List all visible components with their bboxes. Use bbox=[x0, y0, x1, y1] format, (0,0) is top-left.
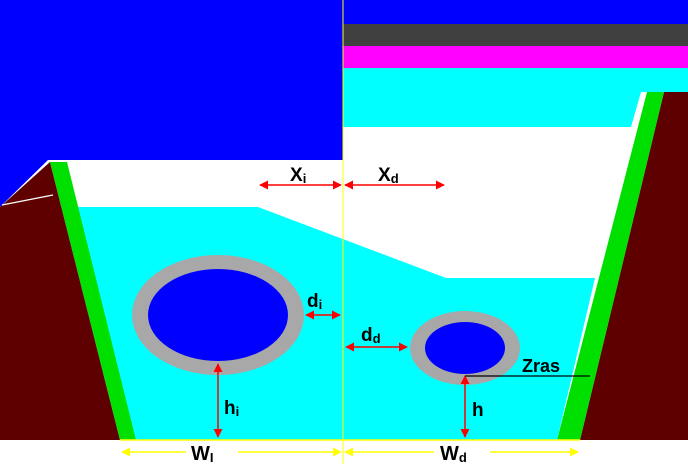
pipe-right-bore bbox=[425, 322, 505, 374]
pavement-top-layer bbox=[343, 0, 688, 24]
h-label: h bbox=[472, 400, 484, 421]
side-slope-right bbox=[557, 92, 664, 440]
wd-label-background bbox=[434, 441, 490, 463]
side-slope-left bbox=[50, 162, 136, 440]
existing-fill-left bbox=[0, 0, 343, 207]
pipe-left-bore bbox=[148, 269, 288, 361]
ground-left-contour bbox=[1, 194, 54, 206]
xd-label: Xd bbox=[378, 165, 399, 186]
pavement-base-layer bbox=[343, 46, 688, 68]
ground-right bbox=[580, 92, 688, 440]
pavement-asphalt-layer bbox=[343, 24, 688, 46]
wi-label-background bbox=[186, 441, 238, 463]
xi-label: Xi bbox=[290, 165, 306, 186]
wi-label: WI bbox=[191, 443, 214, 464]
ground-left bbox=[0, 162, 120, 440]
pavement-subbase-layer bbox=[343, 68, 688, 127]
wd-label: Wd bbox=[440, 443, 467, 464]
dd-label: dd bbox=[361, 325, 381, 346]
di-label: di bbox=[307, 291, 322, 312]
hi-label: hi bbox=[224, 398, 239, 419]
zras-label: Zras bbox=[522, 356, 560, 376]
